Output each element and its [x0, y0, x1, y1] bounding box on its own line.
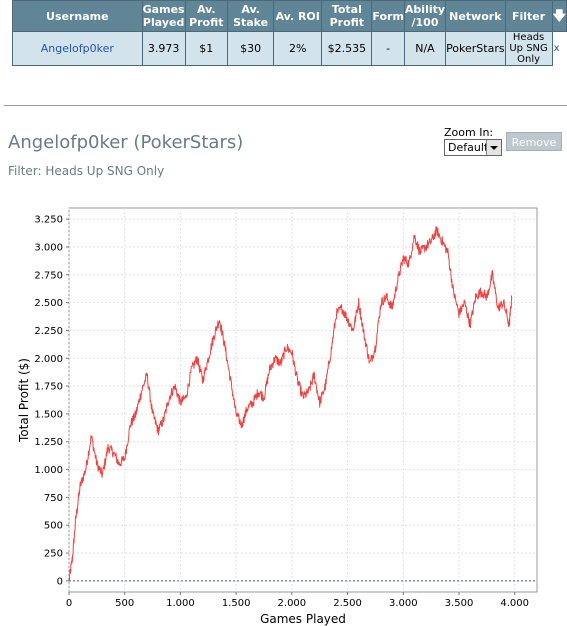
- filter-caption: Filter: Heads Up SNG Only: [8, 164, 165, 178]
- x-tick-label: 2.500: [333, 598, 362, 609]
- cell-av-profit: $1: [184, 31, 229, 66]
- x-tick-label: 3.500: [445, 598, 474, 609]
- cell-av-stake: $30: [227, 31, 275, 66]
- y-tick-label: 2.250: [34, 326, 63, 337]
- x-tick-label: 0: [66, 598, 72, 609]
- column-header-form[interactable]: Form: [371, 0, 405, 32]
- zoom-select[interactable]: Default: [444, 139, 502, 156]
- cell-filter: Heads Up SNG Only: [504, 31, 553, 66]
- cell-total-profit: $2.535: [321, 31, 373, 66]
- section-divider: [4, 105, 567, 106]
- column-header-filter[interactable]: Filter: [504, 0, 553, 32]
- y-tick-label: 1.750: [34, 382, 63, 393]
- y-tick-label: 3.000: [34, 242, 63, 253]
- zoom-select-value: Default: [448, 141, 489, 154]
- column-header-username[interactable]: Username: [12, 0, 143, 32]
- y-tick-label: 250: [44, 549, 63, 560]
- player-summary-table: Username Games Played Av. Profit Av. Sta…: [12, 0, 567, 66]
- page-title: Angelofp0ker (PokerStars): [8, 132, 244, 153]
- table-row: Angelofp0ker 3.973 $1 $30 2% $2.535 - N/…: [12, 31, 567, 66]
- y-tick-label: 1.500: [34, 409, 63, 420]
- x-tick-label: 1.000: [166, 598, 195, 609]
- y-tick-label: 0: [57, 576, 63, 587]
- series-line: [68, 226, 513, 581]
- x-tick-label: 2.000: [278, 598, 307, 609]
- profit-chart: 0 500 1.000 1.500 2.000 2.500 3.000 3.500 4.000 0…: [17, 207, 538, 626]
- y-tick-label: 2.750: [34, 270, 63, 281]
- chevron-down-icon[interactable]: [486, 140, 501, 155]
- x-tick-label: 500: [115, 598, 134, 609]
- cell-network: PokerStars: [445, 31, 506, 66]
- y-tick-label: 3.250: [34, 215, 63, 226]
- sort-down-arrow-icon[interactable]: 🡇: [551, 0, 567, 32]
- y-tick-label: 2.500: [34, 298, 63, 309]
- y-tick-label: 1.250: [34, 437, 63, 448]
- x-tick-label: 3.000: [389, 598, 418, 609]
- remove-row-x-button[interactable]: x: [552, 31, 567, 66]
- x-axis-title: Games Played: [260, 612, 346, 626]
- column-header-av-profit[interactable]: Av. Profit: [184, 0, 229, 32]
- column-header-ability[interactable]: Ability /100: [403, 0, 447, 32]
- cell-games-played: 3.973: [141, 31, 186, 66]
- y-tick-label: 500: [44, 521, 63, 532]
- column-header-av-stake[interactable]: Av. Stake: [227, 0, 275, 32]
- column-header-games-played[interactable]: Games Played: [141, 0, 186, 32]
- column-header-av-roi[interactable]: Av. ROI: [273, 0, 323, 32]
- column-header-network[interactable]: Network: [445, 0, 506, 32]
- x-tick-label: 1.500: [222, 598, 251, 609]
- y-tick-label: 1.000: [34, 465, 63, 476]
- remove-button[interactable]: Remove: [506, 132, 562, 151]
- y-axis-title: Total Profit ($): [17, 358, 31, 443]
- column-header-total-profit[interactable]: Total Profit: [321, 0, 373, 32]
- cell-ability: N/A: [403, 31, 447, 66]
- username-link[interactable]: Angelofp0ker: [12, 31, 143, 66]
- x-tick-label: 4.000: [500, 598, 529, 609]
- table-header-row: Username Games Played Av. Profit Av. Sta…: [12, 0, 567, 32]
- cell-form: -: [371, 31, 405, 66]
- y-tick-label: 2.000: [34, 354, 63, 365]
- cell-av-roi: 2%: [273, 31, 323, 66]
- y-tick-label: 750: [44, 493, 63, 504]
- zoom-label: Zoom In:: [444, 126, 494, 139]
